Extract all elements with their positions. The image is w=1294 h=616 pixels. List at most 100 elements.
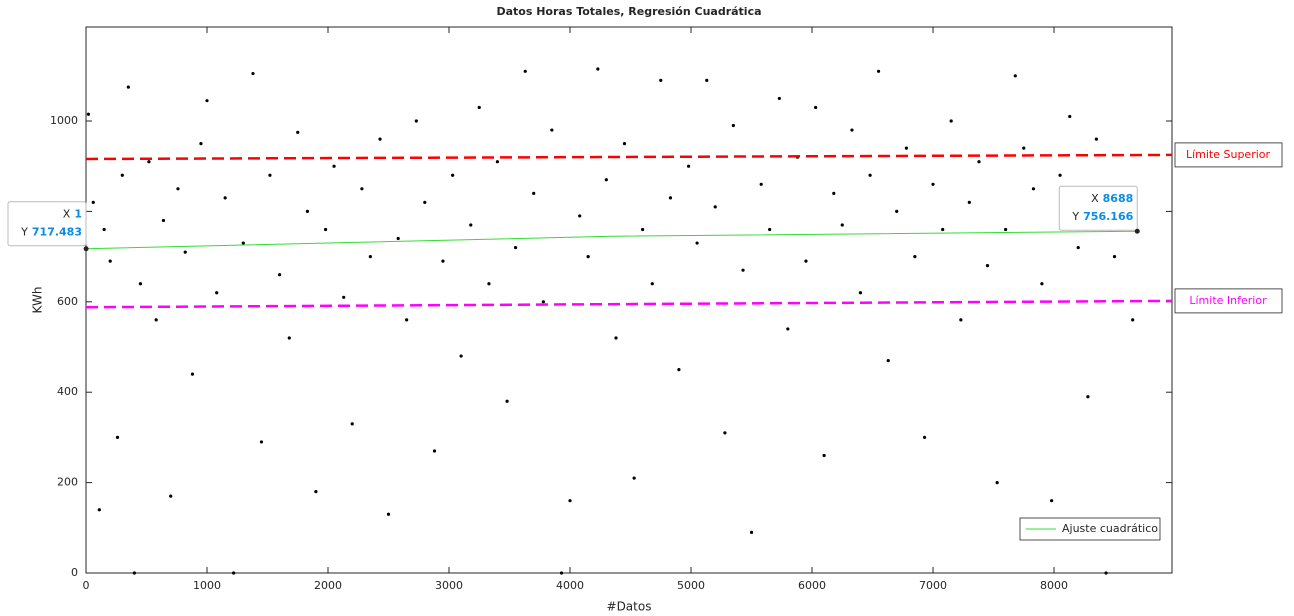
point: [115, 435, 120, 440]
limit-line: [85, 153, 1173, 161]
point: [941, 227, 945, 232]
point: [278, 273, 282, 277]
point: [568, 499, 572, 503]
point: [423, 200, 427, 204]
point: [713, 205, 717, 209]
point: [259, 440, 264, 444]
fit-line: [86, 230, 1138, 250]
y-tick-label: 200: [57, 476, 78, 489]
point: [904, 146, 908, 150]
x-tick-label: 2000: [314, 579, 342, 592]
point: [190, 372, 195, 376]
point: [305, 209, 310, 214]
point: [668, 196, 673, 200]
limit-label: Límite Superior: [1186, 148, 1271, 161]
point: [1040, 282, 1044, 286]
datatip-box: [1058, 185, 1138, 231]
point: [441, 259, 445, 263]
x-tick-label: 6000: [798, 579, 826, 592]
datatip-y-value: 756.166: [1083, 210, 1133, 223]
point: [759, 182, 763, 186]
point: [777, 96, 781, 101]
point: [1050, 499, 1054, 503]
point: [323, 227, 328, 232]
point: [396, 236, 400, 241]
point: [967, 200, 971, 204]
point: [741, 268, 745, 272]
limit-label-box: [1174, 142, 1283, 168]
datatip-y-value: 717.483: [32, 226, 82, 239]
point: [350, 422, 354, 426]
y-tick-label: 600: [57, 295, 78, 308]
point: [205, 99, 209, 103]
point: [477, 105, 481, 110]
point: [832, 191, 836, 195]
x-tick-label: 7000: [919, 579, 947, 592]
point: [1086, 395, 1090, 399]
point: [922, 435, 927, 440]
point: [541, 300, 545, 304]
point: [786, 327, 790, 331]
limit-label-box: [1174, 288, 1283, 314]
point: [368, 255, 372, 259]
point: [840, 223, 844, 227]
point: [731, 123, 735, 128]
datatip-y-name: Y: [1071, 210, 1079, 223]
point: [161, 218, 166, 223]
point: [814, 105, 818, 110]
point: [596, 67, 600, 71]
point: [138, 282, 143, 286]
point: [469, 223, 473, 227]
datatip-x: X 8688: [1091, 192, 1133, 205]
point: [931, 182, 935, 186]
point: [102, 227, 106, 232]
point: [804, 259, 808, 263]
point: [641, 227, 645, 232]
point: [913, 255, 917, 259]
point: [505, 399, 509, 403]
point: [147, 160, 151, 164]
datatip-x-name: X: [63, 208, 71, 221]
point: [459, 354, 463, 358]
point: [97, 508, 101, 512]
point: [686, 164, 691, 168]
point: [886, 358, 890, 363]
point: [749, 530, 754, 534]
point: [850, 128, 854, 132]
point: [895, 209, 899, 214]
point: [768, 227, 772, 232]
point: [695, 241, 699, 245]
point: [1131, 318, 1135, 322]
point: [360, 187, 364, 191]
point: [241, 241, 245, 245]
chart-title: Datos Horas Totales, Regresión Cuadrátic…: [496, 5, 761, 18]
point: [378, 137, 382, 141]
point: [314, 490, 318, 494]
point: [959, 318, 963, 322]
point: [169, 494, 173, 498]
point: [86, 112, 91, 116]
point: [223, 196, 227, 200]
datatip-x-value: 1: [74, 208, 82, 221]
point: [287, 336, 291, 340]
point: [949, 119, 953, 123]
y-tick-label: 400: [57, 385, 78, 398]
point: [550, 128, 554, 132]
point: [604, 178, 608, 182]
point: [232, 571, 236, 575]
point: [995, 481, 999, 485]
limit-label: Límite Inferior: [1189, 294, 1267, 307]
point: [1076, 245, 1080, 250]
point: [199, 142, 203, 146]
x-tick-label: 1000: [193, 579, 221, 592]
point: [868, 173, 872, 177]
point: [1031, 187, 1036, 191]
point: [659, 78, 663, 82]
point: [332, 164, 336, 168]
point: [586, 255, 590, 259]
point: [176, 187, 180, 191]
point: [622, 142, 627, 146]
legend-box: [1019, 517, 1161, 541]
point: [677, 368, 681, 372]
